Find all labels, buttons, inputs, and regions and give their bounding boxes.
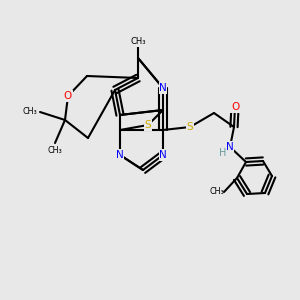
Text: S: S xyxy=(187,122,193,132)
Text: N: N xyxy=(159,83,167,93)
Text: CH₃: CH₃ xyxy=(130,38,146,46)
Text: CH₃: CH₃ xyxy=(209,188,224,196)
Text: S: S xyxy=(145,120,151,130)
Text: O: O xyxy=(231,102,239,112)
Text: N: N xyxy=(116,150,124,160)
Text: H: H xyxy=(219,148,226,158)
Text: CH₃: CH₃ xyxy=(22,107,37,116)
Text: CH₃: CH₃ xyxy=(48,146,62,155)
Text: N: N xyxy=(159,150,167,160)
Text: O: O xyxy=(64,91,72,101)
Text: N: N xyxy=(226,142,234,152)
